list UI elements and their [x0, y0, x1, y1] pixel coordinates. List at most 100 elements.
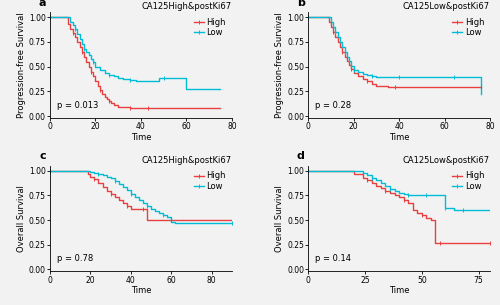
- Low: [112, 180, 117, 183]
- High: [326, 20, 332, 24]
- Low: [364, 74, 370, 77]
- High: [84, 169, 89, 172]
- Low: [360, 171, 366, 174]
- Low: [172, 221, 178, 225]
- Low: [110, 75, 116, 78]
- Low: [47, 15, 53, 19]
- Low: [168, 220, 174, 224]
- High: [364, 80, 370, 83]
- High: [96, 181, 102, 185]
- Text: CA125High&postKi67: CA125High&postKi67: [142, 2, 232, 11]
- Low: [160, 213, 166, 217]
- Text: p = 0.78: p = 0.78: [58, 254, 94, 263]
- Low: [72, 27, 78, 31]
- High: [437, 241, 443, 245]
- Low: [218, 88, 224, 91]
- Low: [405, 193, 411, 197]
- High: [384, 85, 390, 89]
- High: [369, 83, 375, 86]
- High: [332, 35, 338, 39]
- High: [128, 207, 134, 211]
- Low: [92, 65, 98, 68]
- High: [419, 213, 425, 217]
- High: [115, 105, 121, 109]
- High: [410, 208, 416, 212]
- High: [432, 241, 438, 245]
- High: [84, 60, 89, 63]
- Text: d: d: [296, 151, 304, 161]
- Low: [92, 171, 98, 174]
- Low: [70, 23, 75, 27]
- Low: [382, 185, 388, 188]
- Low: [460, 208, 466, 212]
- Low: [437, 193, 443, 197]
- High: [68, 27, 73, 31]
- Text: p = 0.14: p = 0.14: [316, 254, 352, 263]
- Low: [346, 59, 352, 63]
- Low: [478, 92, 484, 96]
- Low: [115, 77, 121, 80]
- Low: [86, 53, 91, 56]
- High: [102, 95, 107, 99]
- High: [86, 172, 91, 175]
- Line: Low: Low: [308, 17, 481, 94]
- High: [79, 50, 85, 54]
- High: [382, 189, 388, 193]
- Low: [74, 32, 80, 36]
- Low: [340, 45, 345, 48]
- Y-axis label: Overall Survival: Overall Survival: [275, 185, 284, 252]
- High: [72, 35, 78, 39]
- Low: [124, 188, 130, 192]
- Low: [396, 76, 402, 79]
- Low: [86, 169, 91, 172]
- High: [334, 40, 340, 44]
- Low: [305, 15, 311, 19]
- High: [364, 179, 370, 182]
- Low: [387, 188, 393, 191]
- High: [106, 99, 112, 103]
- High: [350, 71, 356, 74]
- High: [396, 196, 402, 199]
- High: [112, 196, 117, 199]
- Low: [326, 15, 332, 19]
- High: [110, 103, 116, 107]
- High: [369, 181, 375, 185]
- Low: [65, 15, 71, 19]
- Low: [369, 75, 375, 78]
- High: [47, 169, 53, 172]
- High: [144, 106, 150, 110]
- Low: [81, 47, 87, 51]
- Text: CA125High&postKi67: CA125High&postKi67: [142, 156, 232, 165]
- High: [90, 75, 96, 78]
- High: [74, 40, 80, 44]
- Low: [446, 76, 452, 79]
- Text: a: a: [39, 0, 46, 8]
- Low: [487, 208, 493, 212]
- Low: [337, 40, 343, 44]
- High: [144, 218, 150, 222]
- High: [337, 45, 343, 48]
- Low: [160, 77, 166, 80]
- Low: [432, 193, 438, 197]
- Low: [442, 76, 448, 79]
- Line: Low: Low: [50, 17, 220, 89]
- X-axis label: Time: Time: [389, 286, 409, 295]
- High: [218, 106, 224, 110]
- Low: [305, 169, 311, 172]
- High: [450, 241, 456, 245]
- Low: [455, 76, 461, 79]
- Text: CA125Low&postKi67: CA125Low&postKi67: [403, 156, 490, 165]
- Low: [88, 57, 94, 60]
- Low: [88, 170, 94, 174]
- Low: [348, 64, 354, 67]
- Low: [330, 25, 336, 29]
- High: [136, 207, 142, 211]
- Low: [100, 173, 105, 176]
- Y-axis label: Progression-free Survival: Progression-free Survival: [275, 12, 284, 118]
- High: [305, 169, 311, 172]
- High: [378, 187, 384, 190]
- High: [340, 50, 345, 54]
- Low: [450, 76, 456, 79]
- High: [126, 106, 132, 110]
- Low: [138, 80, 144, 83]
